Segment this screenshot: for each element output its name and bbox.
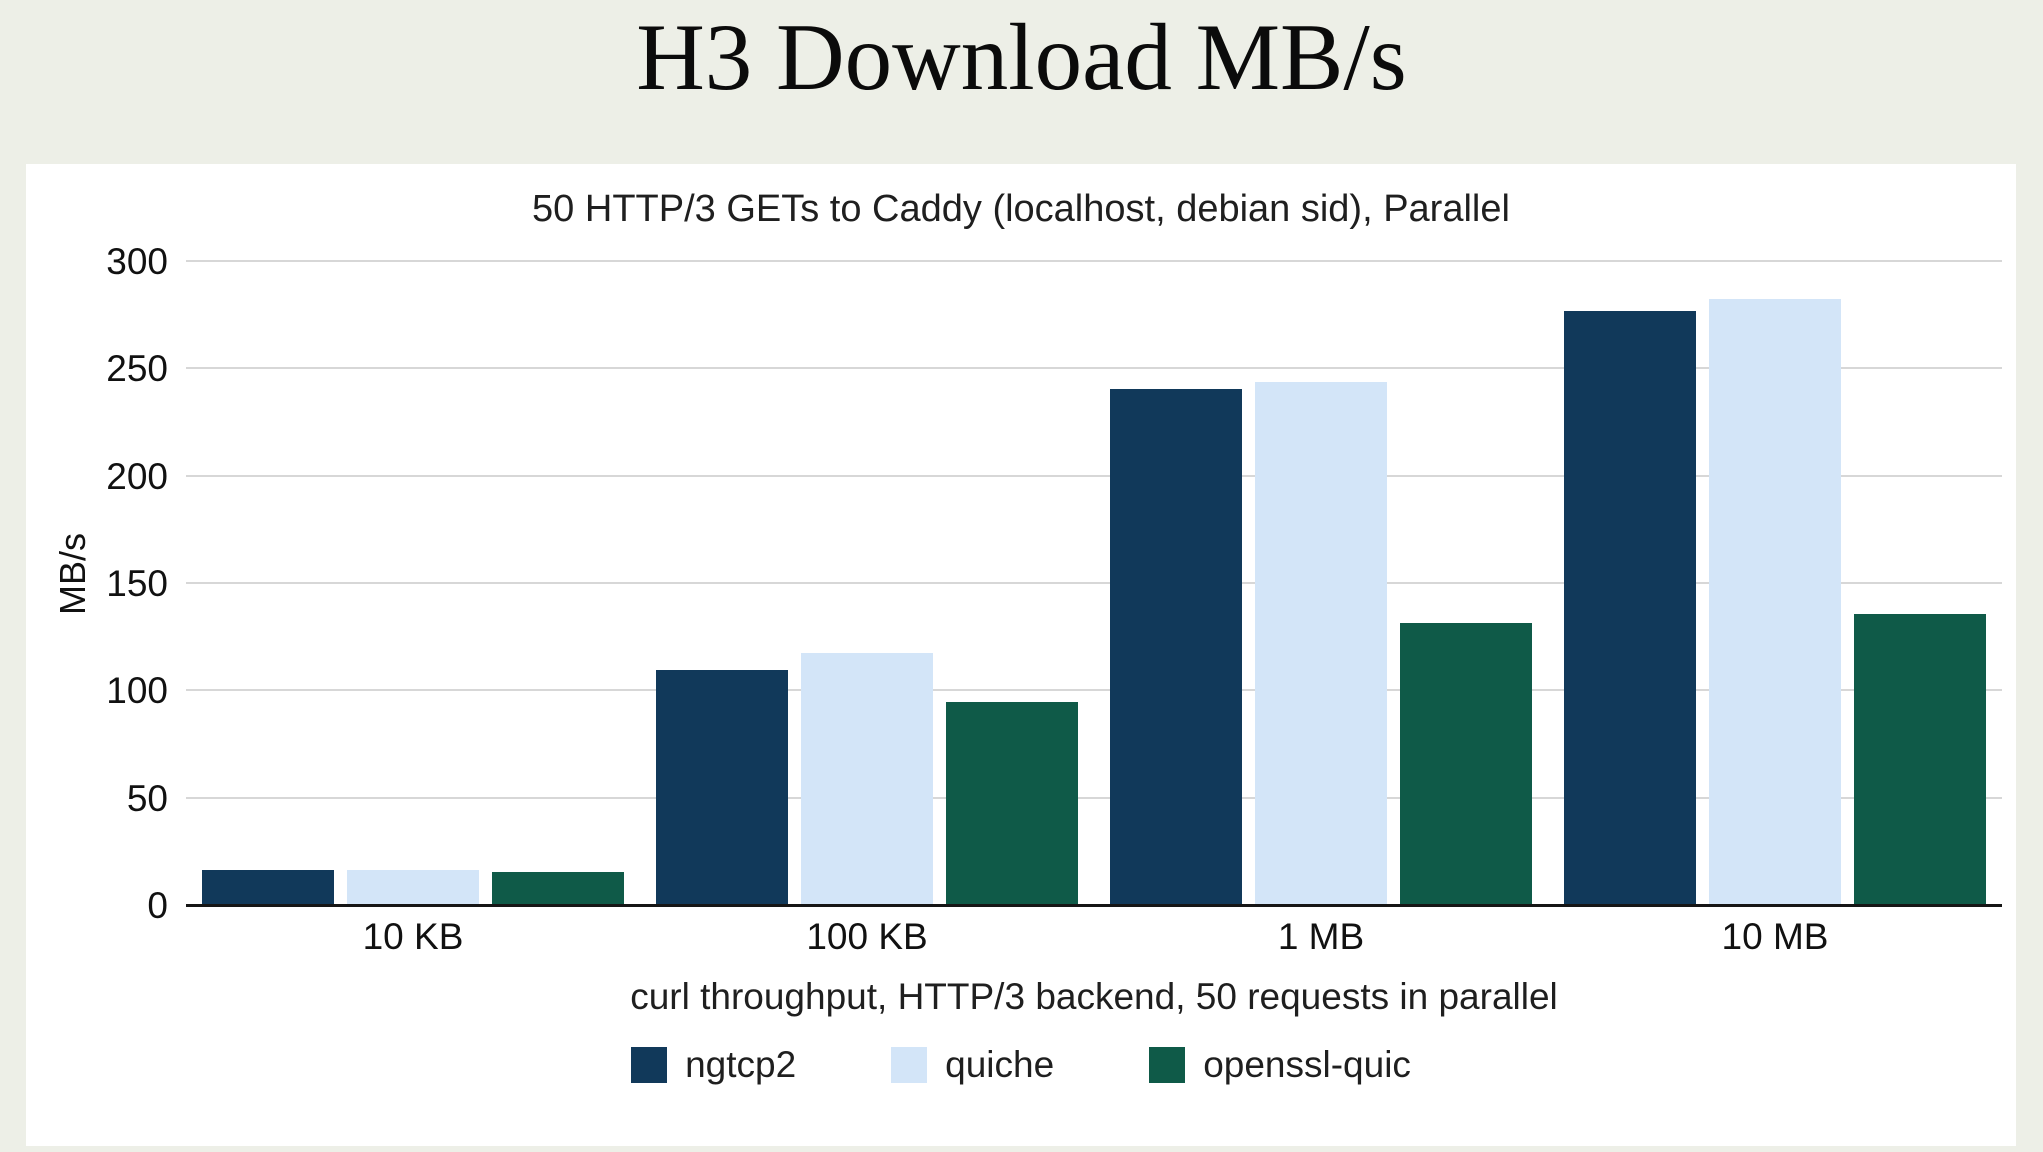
y-tick-label: 100 (106, 670, 168, 712)
gridline (186, 689, 2002, 692)
bar-group (186, 262, 640, 906)
y-tick-label: 300 (106, 241, 168, 282)
plot-area (186, 260, 2002, 907)
bar-openssl-quic (492, 871, 624, 906)
bar-openssl-quic (1400, 622, 1532, 906)
y-tick-label: 150 (106, 563, 168, 604)
gridline (186, 796, 2002, 799)
legend-swatch (1149, 1047, 1186, 1083)
bar-ngtcp2 (656, 669, 788, 906)
bar-quiche (347, 869, 479, 906)
bar-group (1548, 262, 2002, 906)
gridline (186, 367, 2002, 370)
bar-group (1094, 262, 1548, 906)
y-tick-label: 200 (106, 455, 168, 497)
x-axis-label: curl throughput, HTTP/3 backend, 50 requ… (630, 976, 1558, 1017)
chart-panel: 50 HTTP/3 GETs to Caddy (localhost, debi… (26, 164, 2016, 1146)
gridline (186, 474, 2002, 477)
bar-ngtcp2 (202, 869, 334, 906)
y-tick-label: 0 (147, 885, 168, 926)
bar-quiche (1709, 298, 1841, 906)
legend-item-quiche: quiche (891, 1044, 1054, 1086)
y-tick-label: 250 (106, 348, 168, 390)
y-axis-ticks: 0 50 100 150 200 250 300 (26, 241, 168, 926)
x-tick-label: 10 MB (1721, 916, 1829, 957)
x-axis-line (186, 904, 2002, 907)
bar-groups (186, 262, 2002, 906)
legend-swatch (631, 1047, 668, 1083)
bar-group (640, 262, 1094, 906)
legend-label: ngtcp2 (685, 1044, 797, 1085)
x-tick-label: 10 KB (362, 916, 464, 957)
bar-openssl-quic (946, 702, 1078, 906)
legend-label: quiche (945, 1044, 1055, 1085)
y-tick-label: 50 (126, 777, 168, 819)
gridline (186, 260, 2002, 262)
bar-openssl-quic (1854, 614, 1986, 906)
gridline (186, 582, 2002, 584)
bar-quiche (1255, 382, 1387, 906)
bar-ngtcp2 (1564, 311, 1696, 906)
x-tick-label: 1 MB (1277, 916, 1365, 957)
x-axis-ticks: 10 KB 100 KB 1 MB 10 MB (186, 916, 2002, 958)
legend-item-openssl-quic: openssl-quic (1149, 1044, 1411, 1086)
legend-item-ngtcp2: ngtcp2 (631, 1044, 796, 1086)
bar-ngtcp2 (1110, 388, 1242, 906)
chart-subtitle: 50 HTTP/3 GETs to Caddy (localhost, debi… (532, 188, 1510, 230)
legend: ngtcp2 quiche openssl-quic (26, 1044, 2016, 1086)
page-title: H3 Download MB/s (636, 4, 1407, 110)
legend-label: openssl-quic (1203, 1044, 1411, 1085)
x-tick-label: 100 KB (806, 916, 928, 957)
legend-swatch (891, 1047, 928, 1083)
bar-quiche (801, 652, 933, 906)
